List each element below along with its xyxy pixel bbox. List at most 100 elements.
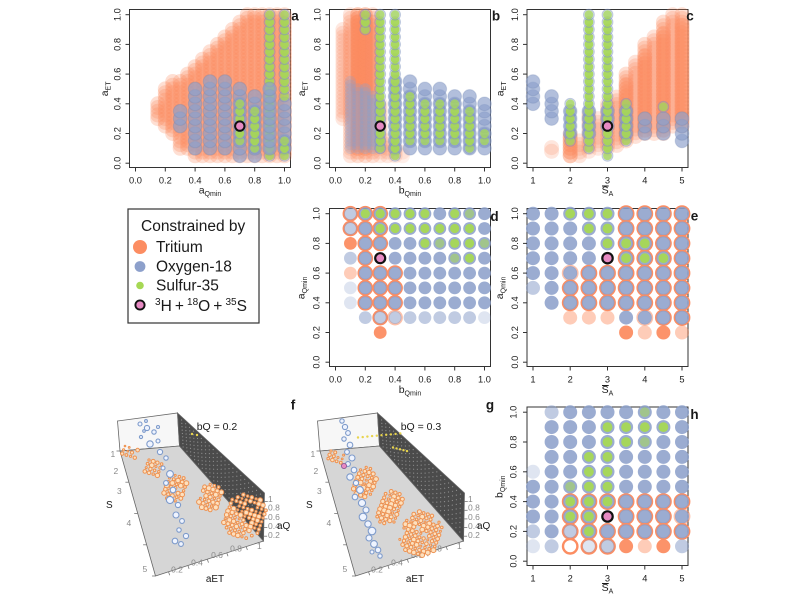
svg-text:1.0: 1.0 (113, 8, 123, 21)
svg-text:S: S (106, 500, 113, 511)
svg-text:5: 5 (679, 574, 684, 584)
svg-text:4: 4 (642, 375, 647, 385)
svg-text:1: 1 (530, 574, 535, 584)
svg-text:g: g (486, 398, 494, 413)
svg-text:aQmin: aQmin (494, 277, 508, 300)
svg-text:5: 5 (679, 176, 684, 186)
svg-text:0.6: 0.6 (268, 512, 280, 522)
svg-text:0.2: 0.2 (510, 127, 520, 140)
svg-text:2: 2 (314, 466, 319, 476)
svg-text:0.8: 0.8 (448, 176, 461, 186)
svg-text:0.6: 0.6 (313, 68, 323, 81)
svg-text:aET: aET (206, 574, 224, 585)
svg-text:0.4: 0.4 (268, 521, 280, 531)
svg-text:0.0: 0.0 (510, 356, 520, 369)
svg-text:aET: aET (99, 81, 113, 97)
svg-text:2: 2 (568, 375, 573, 385)
svg-text:0.8: 0.8 (510, 237, 520, 250)
svg-text:1: 1 (457, 541, 462, 551)
svg-text:SA: SA (602, 582, 614, 596)
svg-text:Constrained by: Constrained by (141, 218, 246, 235)
svg-text:1: 1 (268, 494, 273, 504)
svg-text:aET: aET (495, 81, 509, 97)
svg-text:1.0: 1.0 (478, 375, 491, 385)
svg-text:0.4: 0.4 (189, 176, 202, 186)
svg-text:bQmin: bQmin (399, 185, 422, 199)
svg-text:3H + 18O + 35S: 3H + 18O + 35S (155, 297, 247, 315)
svg-text:f: f (291, 398, 296, 413)
svg-text:0.4: 0.4 (510, 296, 520, 309)
svg-text:0.6: 0.6 (211, 550, 223, 560)
svg-text:1: 1 (468, 494, 473, 504)
svg-text:0.6: 0.6 (418, 176, 431, 186)
svg-text:0.2: 0.2 (313, 127, 323, 140)
svg-text:4: 4 (127, 518, 132, 528)
svg-text:0.2: 0.2 (268, 530, 280, 540)
svg-text:0.0: 0.0 (509, 555, 519, 568)
svg-text:e: e (691, 209, 699, 224)
svg-text:0.4: 0.4 (191, 558, 203, 568)
svg-text:bQmin: bQmin (399, 384, 422, 398)
svg-text:0.2: 0.2 (113, 127, 123, 140)
svg-text:0.4: 0.4 (510, 97, 520, 110)
svg-text:aET: aET (406, 574, 424, 585)
svg-text:bQmin: bQmin (494, 475, 508, 498)
svg-text:3: 3 (117, 486, 122, 496)
svg-text:0.8: 0.8 (312, 237, 322, 250)
svg-text:b: b (492, 9, 500, 24)
svg-text:0.8: 0.8 (510, 38, 520, 51)
svg-text:SA: SA (602, 185, 614, 199)
svg-text:0.8: 0.8 (430, 544, 442, 554)
svg-text:aQ: aQ (277, 521, 291, 532)
svg-text:0.2: 0.2 (159, 176, 172, 186)
svg-text:0.6: 0.6 (510, 267, 520, 280)
svg-text:bQ = 0.2: bQ = 0.2 (197, 421, 238, 433)
svg-text:3: 3 (317, 486, 322, 496)
svg-text:1.0: 1.0 (510, 8, 520, 21)
svg-text:h: h (690, 407, 698, 422)
svg-text:1.0: 1.0 (510, 207, 520, 220)
svg-text:Tritium: Tritium (156, 239, 203, 256)
svg-text:4: 4 (642, 574, 647, 584)
svg-text:0.2: 0.2 (312, 326, 322, 339)
svg-text:0.4: 0.4 (312, 296, 322, 309)
svg-text:1.0: 1.0 (278, 176, 291, 186)
svg-text:0.4: 0.4 (468, 521, 480, 531)
svg-text:3: 3 (605, 574, 610, 584)
svg-text:5: 5 (143, 564, 148, 574)
svg-text:1.0: 1.0 (312, 207, 322, 220)
svg-text:1.0: 1.0 (313, 8, 323, 21)
svg-text:0.8: 0.8 (448, 375, 461, 385)
svg-text:0.8: 0.8 (313, 38, 323, 51)
svg-text:Sulfur-35: Sulfur-35 (156, 278, 219, 295)
svg-text:0.2: 0.2 (509, 525, 519, 538)
svg-text:0.4: 0.4 (389, 375, 402, 385)
svg-text:1: 1 (311, 449, 316, 459)
svg-text:1: 1 (257, 541, 262, 551)
svg-text:0.8: 0.8 (248, 176, 261, 186)
svg-text:0.4: 0.4 (389, 176, 402, 186)
svg-text:0.0: 0.0 (312, 356, 322, 369)
svg-text:0.0: 0.0 (313, 157, 323, 170)
svg-text:aQmin: aQmin (296, 277, 310, 300)
svg-text:5: 5 (679, 375, 684, 385)
svg-text:3: 3 (605, 375, 610, 385)
svg-text:0.6: 0.6 (418, 375, 431, 385)
svg-text:2: 2 (568, 574, 573, 584)
svg-text:0.6: 0.6 (113, 68, 123, 81)
svg-text:0.2: 0.2 (371, 565, 383, 575)
svg-text:2: 2 (568, 176, 573, 186)
svg-text:S: S (306, 500, 313, 511)
svg-text:0.6: 0.6 (218, 176, 231, 186)
svg-text:0.0: 0.0 (329, 375, 342, 385)
svg-text:1: 1 (111, 449, 116, 459)
svg-text:1.0: 1.0 (478, 176, 491, 186)
svg-text:0.0: 0.0 (129, 176, 142, 186)
svg-text:d: d (490, 209, 498, 224)
svg-text:0.6: 0.6 (509, 465, 519, 478)
svg-text:0.6: 0.6 (510, 68, 520, 81)
svg-text:a: a (291, 9, 299, 24)
svg-text:1.0: 1.0 (509, 406, 519, 419)
svg-text:0.0: 0.0 (329, 176, 342, 186)
svg-text:aET: aET (296, 81, 310, 97)
